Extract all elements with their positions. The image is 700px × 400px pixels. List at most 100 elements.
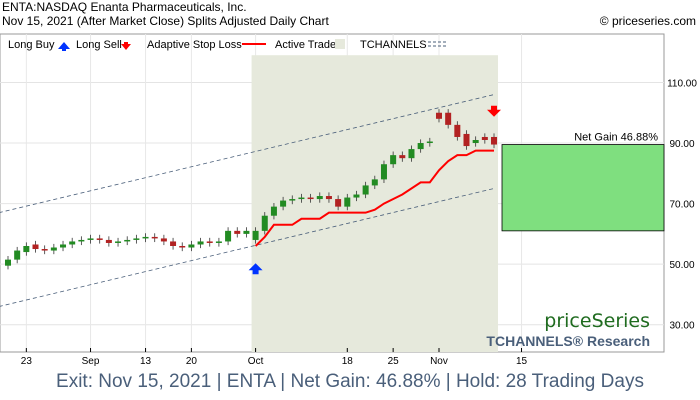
chart-title: ENTA:NASDAQ Enanta Pharmaceuticals, Inc. <box>2 0 247 14</box>
y-tick-label: 110.00 <box>667 78 697 89</box>
candle <box>41 245 48 255</box>
candle <box>69 237 76 249</box>
candle-body <box>445 112 452 125</box>
candle-body <box>252 230 259 240</box>
chart-subtitle: Nov 15, 2021 (After Market Close) Splits… <box>2 14 329 28</box>
candle <box>408 145 415 162</box>
candle <box>215 237 222 247</box>
x-tick-label: 20 <box>186 356 198 367</box>
candle <box>23 242 30 256</box>
candle <box>463 130 470 150</box>
candle <box>170 237 177 250</box>
candle-body <box>335 199 342 207</box>
candle <box>151 233 158 243</box>
candle <box>417 139 424 153</box>
candle <box>105 236 112 247</box>
candle <box>445 109 452 129</box>
legend-active-trade: Active Trade <box>275 39 336 51</box>
candle-body <box>215 241 222 243</box>
candle <box>335 195 342 211</box>
candle-body <box>435 112 442 119</box>
candle <box>60 240 67 252</box>
candle-body <box>105 239 112 243</box>
candle-body <box>454 124 461 137</box>
candle-body <box>124 239 131 242</box>
candle <box>96 234 103 244</box>
legend: Long Buy Long Sell Adaptive Stop Loss Ac… <box>8 39 446 51</box>
candle <box>390 151 397 168</box>
candle-body <box>426 141 433 144</box>
candle-body <box>115 241 122 243</box>
x-tick-label: 23 <box>21 356 33 367</box>
candle <box>179 242 186 252</box>
candle-body <box>472 140 479 144</box>
candle-body <box>50 247 57 251</box>
candle <box>142 233 149 243</box>
adaptive-stop-loss-line <box>254 149 495 247</box>
candle-body <box>481 136 488 140</box>
candle-body <box>307 197 314 200</box>
candle-body <box>179 246 186 248</box>
candle <box>491 133 498 149</box>
priceseries-logo: priceSeries <box>544 310 650 332</box>
y-axis: 110.00 90.00 70.00 50.00 30.00 <box>667 78 697 331</box>
candle <box>353 190 360 202</box>
buy-marker-icon <box>248 263 263 275</box>
net-gain-box <box>501 144 665 232</box>
x-tick-label: Oct <box>248 356 264 367</box>
x-tick-label: Nov <box>430 356 448 367</box>
candle-body <box>5 259 11 266</box>
candle <box>115 237 122 247</box>
candle-body <box>408 149 415 159</box>
buy-arrow-icon <box>58 42 70 51</box>
candle-body <box>491 136 498 145</box>
candle-body <box>69 241 76 245</box>
candle-body <box>234 230 241 234</box>
candle <box>481 133 488 144</box>
candle <box>133 234 140 244</box>
candle <box>197 237 204 249</box>
candle <box>344 193 351 211</box>
candle <box>325 192 332 203</box>
candle-body <box>280 200 287 207</box>
candle-body <box>399 155 406 159</box>
candle-body <box>23 246 30 253</box>
candle-body <box>160 238 167 242</box>
copyright-text: © priceseries.com <box>599 14 696 28</box>
footer-summary: Exit: Nov 15, 2021 | ENTA | Net Gain: 46… <box>56 371 644 392</box>
active-trade-swatch <box>335 39 345 49</box>
candle-body <box>151 236 158 239</box>
candle <box>298 193 305 203</box>
candle-body <box>14 250 21 260</box>
candle <box>87 234 94 244</box>
candle <box>188 240 195 252</box>
trade-markers <box>248 105 502 275</box>
candle-body <box>289 199 296 201</box>
candle-body <box>142 236 149 239</box>
candle <box>454 121 461 141</box>
candle <box>380 160 387 184</box>
x-tick-label: 15 <box>516 356 528 367</box>
candle-body <box>225 230 232 242</box>
candle <box>32 240 39 253</box>
candle-body <box>316 196 323 200</box>
candle <box>206 237 213 247</box>
candle-body <box>390 155 397 165</box>
legend-long-buy: Long Buy <box>8 39 55 51</box>
candle <box>307 193 314 203</box>
candle <box>160 234 167 246</box>
candle-body <box>96 238 103 240</box>
candle-body <box>298 197 305 200</box>
candle <box>362 181 369 199</box>
candle <box>435 109 442 123</box>
x-tick-label: 25 <box>388 356 400 367</box>
candle-body <box>78 239 85 242</box>
y-tick-label: 30.00 <box>669 321 694 332</box>
candle-body <box>417 143 424 150</box>
candle-body <box>197 241 204 245</box>
candle-body <box>261 215 268 231</box>
candle-body <box>133 238 140 240</box>
net-gain-label: Net Gain 46.88% <box>574 132 658 144</box>
tchannels <box>0 94 495 307</box>
